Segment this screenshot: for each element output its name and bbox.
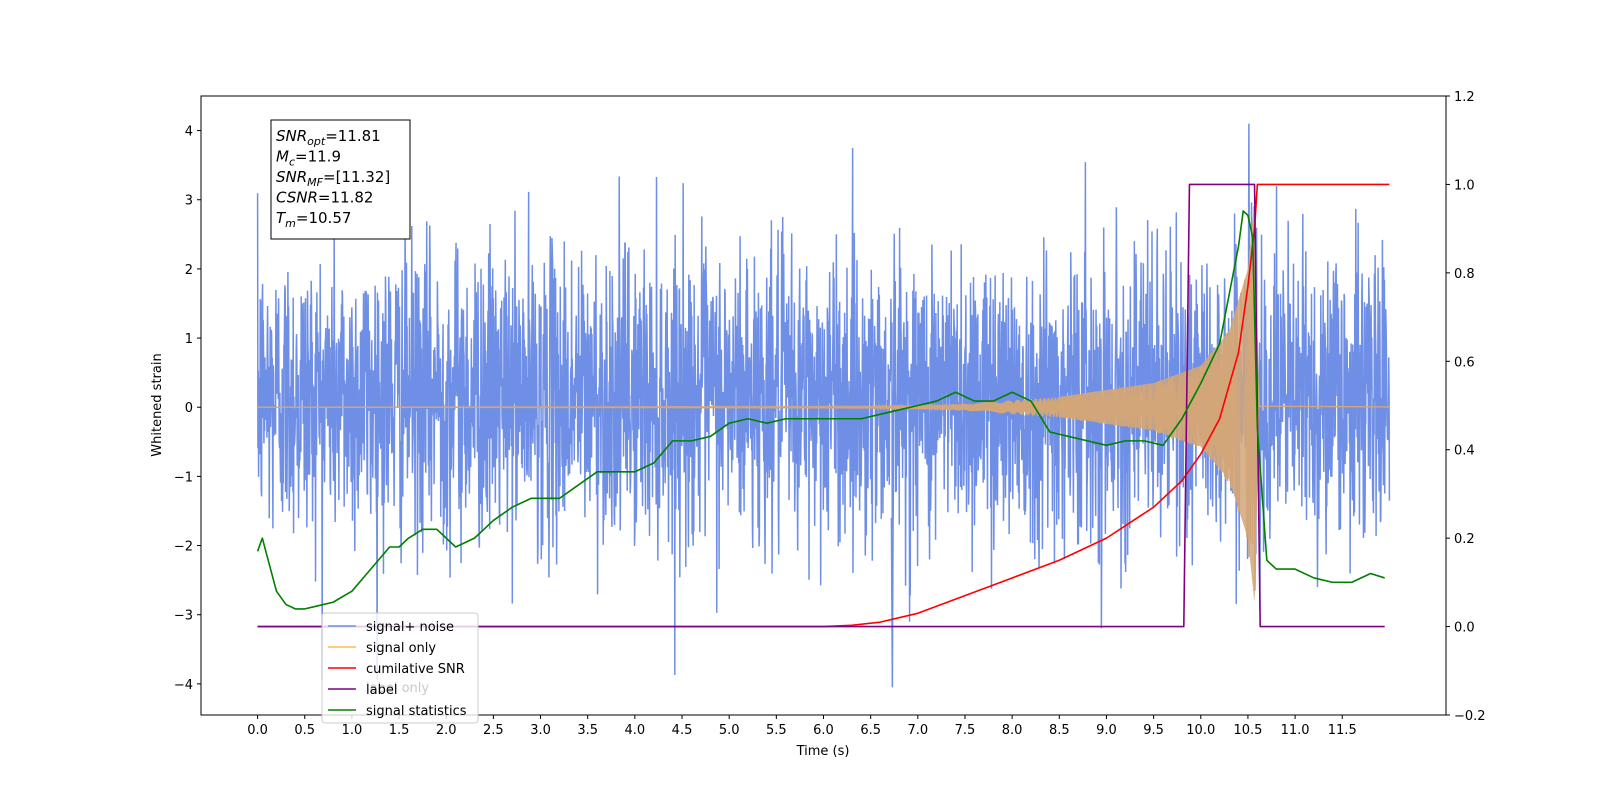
annotation-line: SNRMF=[11.32] <box>276 168 390 189</box>
x-tick-label: 1.5 <box>389 723 410 738</box>
plot-area <box>256 123 1391 688</box>
x-tick-label: 10.0 <box>1186 723 1215 738</box>
x-tick-label: 11.0 <box>1281 723 1310 738</box>
series-label-line <box>257 183 1385 628</box>
y-tick-label: 1 <box>185 332 193 347</box>
legend: label only signal+ noise signal only cumila… <box>321 612 479 724</box>
stats-annotation-box: SNRopt=11.81Mc=11.9SNRMF=[11.32]CSNR=11.… <box>270 119 411 240</box>
x-tick-label: 3.5 <box>577 723 598 738</box>
x-tick-label: 7.5 <box>955 723 976 738</box>
y-tick-label: −1 <box>174 470 193 485</box>
x-tick-label: 8.5 <box>1049 723 1070 738</box>
series-cumulative-snr-line <box>257 183 1390 628</box>
x-tick-label: 2.5 <box>483 723 504 738</box>
x-tick-label: 5.5 <box>766 723 787 738</box>
y-axis-right: −0.2 0.0 0.2 0.4 0.6 0.8 1.0 1.2 <box>1446 90 1486 724</box>
x-tick-label: 5.0 <box>719 723 740 738</box>
legend-entry-label: cumilative SNR <box>366 662 465 677</box>
x-tick-label: 4.0 <box>625 723 646 738</box>
x-tick-label: 1.0 <box>342 723 363 738</box>
annotation-frame <box>270 119 411 240</box>
x-tick-label: 10.5 <box>1233 723 1262 738</box>
y-tick-label: 4 <box>185 125 193 140</box>
y2-tick-label: 1.0 <box>1454 178 1475 193</box>
y2-tick-label: 0.4 <box>1454 444 1475 459</box>
y2-tick-label: −0.2 <box>1454 709 1486 724</box>
legend-frame <box>321 612 479 724</box>
legend-entry-label: signal statistics <box>366 704 467 719</box>
series-signal-statistics-line <box>256 210 1385 610</box>
y-tick-label: −4 <box>174 678 193 693</box>
y-tick-label: −3 <box>174 609 193 624</box>
annotation-line: SNRopt=11.81 <box>276 127 381 148</box>
series-signal-only-fill <box>1059 202 1260 602</box>
x-axis: 0.0 0.5 1.0 1.5 2.0 2.5 3.0 3.5 4.0 4.5 5.0 5.5 6.0 6… <box>247 715 1357 738</box>
x-tick-label: 0.5 <box>294 723 315 738</box>
x-tick-label: 7.0 <box>907 723 928 738</box>
y2-tick-label: 0.2 <box>1454 532 1475 547</box>
x-tick-label: 6.5 <box>860 723 881 738</box>
y-axis-label: Whitened strain <box>150 353 165 456</box>
x-tick-label: 8.0 <box>1002 723 1023 738</box>
y2-tick-label: 1.2 <box>1454 90 1475 105</box>
y-tick-label: −2 <box>174 540 193 555</box>
x-tick-label: 0.0 <box>247 723 268 738</box>
legend-hidden-text: label only <box>366 681 429 696</box>
y2-tick-label: 0.0 <box>1454 621 1475 636</box>
y2-tick-label: 0.8 <box>1454 267 1475 282</box>
x-tick-label: 6.0 <box>813 723 834 738</box>
legend-entry-label: label <box>366 683 397 698</box>
y-tick-label: 2 <box>185 263 193 278</box>
legend-entry-label: signal+ noise <box>366 620 454 635</box>
y-tick-label: 3 <box>185 194 193 209</box>
annotation-line: CSNR=11.82 <box>276 189 373 207</box>
x-tick-label: 9.0 <box>1096 723 1117 738</box>
annotation-line: Tm=10.57 <box>276 209 351 230</box>
y2-tick-label: 0.6 <box>1454 355 1475 370</box>
x-tick-label: 4.5 <box>672 723 693 738</box>
legend-entry-label: signal only <box>366 641 436 656</box>
x-tick-label: 9.5 <box>1143 723 1164 738</box>
x-tick-label: 2.0 <box>436 723 457 738</box>
x-axis-label: Time (s) <box>796 744 850 759</box>
x-tick-label: 11.5 <box>1328 723 1357 738</box>
annotation-line: Mc=11.9 <box>276 148 341 169</box>
x-tick-label: 3.0 <box>530 723 551 738</box>
y-tick-label: 0 <box>185 401 193 416</box>
y-axis-left: −4 −3 −2 −1 0 1 2 3 4 <box>174 125 201 693</box>
